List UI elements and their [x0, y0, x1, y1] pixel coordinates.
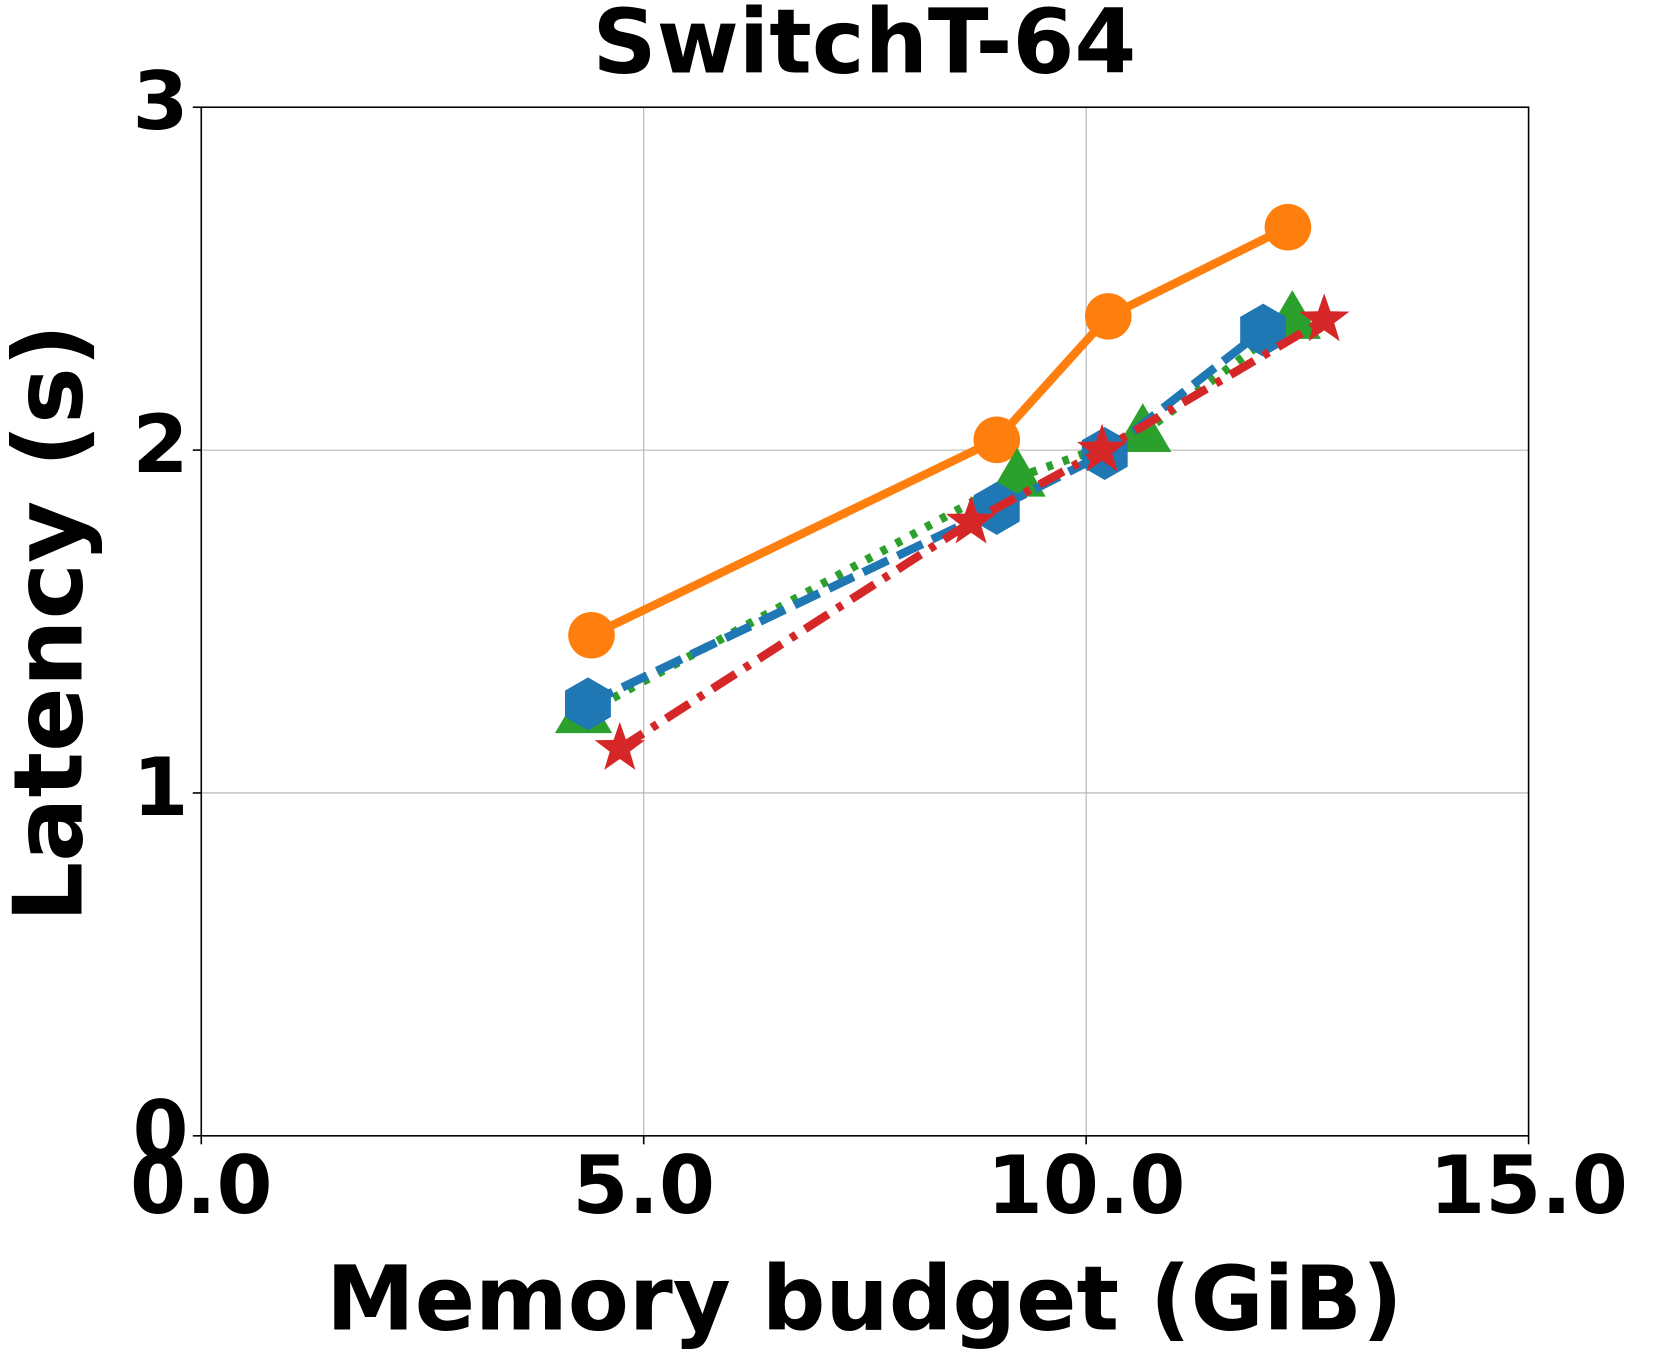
y-tick-label: 3: [133, 54, 189, 148]
x-tick-label: 5.0: [572, 1138, 715, 1232]
marker-star: [1076, 423, 1128, 472]
marker-star: [1298, 293, 1350, 342]
marker-circle: [1084, 293, 1132, 340]
series-line: [589, 223, 1290, 640]
series-line: [617, 316, 1327, 752]
marker-circle: [973, 416, 1021, 464]
series-line: [581, 316, 1295, 718]
chart-title: SwitchT-64: [593, 0, 1137, 93]
y-tick-label: 2: [133, 397, 189, 491]
x-tick-label: 15.0: [1429, 1138, 1628, 1232]
marker-star: [594, 721, 646, 770]
x-tick-label: 0.0: [130, 1138, 273, 1232]
series-line: [586, 326, 1266, 708]
x-axis-label: Memory budget (GiB): [326, 1247, 1402, 1351]
y-axis-label: Latency (s): [0, 324, 104, 923]
marker-circle: [568, 611, 615, 659]
marker-circle: [1264, 203, 1312, 251]
marker-hexagon: [565, 677, 611, 731]
x-tick-label: 10.0: [987, 1138, 1186, 1232]
marker-star: [945, 495, 997, 544]
y-tick-label: 0: [133, 1083, 189, 1177]
marker-triangle: [988, 447, 1046, 497]
plot-frame: [200, 106, 1530, 1137]
y-tick-label: 1: [133, 740, 189, 834]
marker-hexagon: [1240, 303, 1287, 357]
